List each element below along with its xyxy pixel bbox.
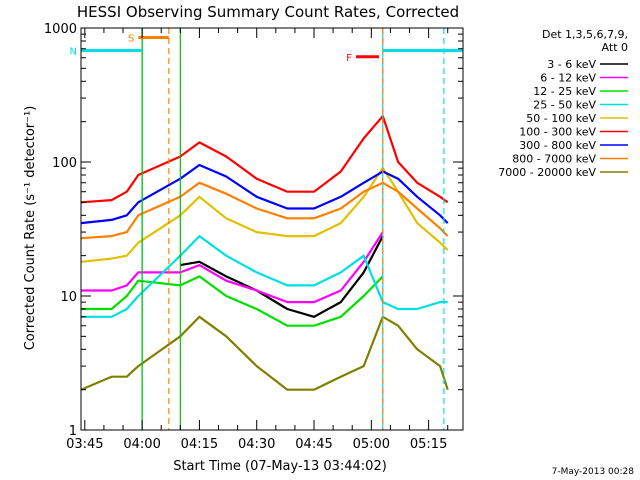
legend-label: 25 - 50 keV (533, 99, 596, 112)
y-axis-label: Corrected Count Rate (s⁻¹ detector⁻¹) (23, 106, 38, 351)
series-line (80, 163, 449, 225)
legend-label: 100 - 300 keV (519, 126, 596, 139)
footer-timestamp: 7-May-2013 00:28 (552, 467, 635, 477)
legend-label: 300 - 800 keV (519, 139, 596, 152)
y-tick-label: 1000 (44, 22, 77, 37)
x-axis-label: Start Time (07-May-13 03:44:02) (173, 459, 387, 474)
x-tick-label: 04:45 (295, 437, 332, 452)
chart-title: HESSI Observing Summary Count Rates, Cor… (77, 3, 459, 21)
series-line (80, 181, 449, 240)
legend-label: 7000 - 20000 keV (498, 166, 596, 179)
series-line (80, 315, 449, 391)
flag-label: N (70, 46, 77, 57)
x-tick-label: 05:15 (410, 437, 447, 452)
series-line (180, 235, 384, 318)
legend-label: 12 - 25 keV (533, 85, 596, 98)
y-tick-label: 100 (52, 156, 77, 171)
legend-label: 50 - 100 keV (526, 112, 596, 125)
series-line (80, 115, 449, 204)
x-tick-label: 03:45 (66, 437, 103, 452)
legend-label: 800 - 7000 keV (512, 153, 596, 166)
y-tick-label: 1 (69, 424, 77, 439)
series-line (81, 275, 384, 327)
series-layer (80, 115, 449, 391)
legend-header-line1: Det 1,3,5,6,7,9, (542, 28, 628, 41)
plot-frame (80, 27, 464, 431)
series-line (81, 231, 384, 304)
series-line (80, 167, 449, 263)
legend-label: 3 - 6 keV (547, 58, 596, 71)
flag-label: F (346, 53, 352, 64)
x-tick-label: 05:00 (353, 437, 390, 452)
series-line (81, 235, 448, 318)
x-tick-label: 04:00 (123, 437, 160, 452)
legend-label: 6 - 12 keV (540, 72, 596, 85)
x-tick-label: 04:15 (181, 437, 218, 452)
y-tick-label: 10 (60, 290, 77, 305)
flag-layer: S N F (70, 28, 463, 430)
flag-label: S (128, 33, 134, 44)
x-tick-label: 04:30 (238, 437, 275, 452)
axis-layer: 1 10 100 1000 03:45 04:00 04:15 04:30 04:45 05:00… (44, 22, 463, 452)
legend-header-line2: Att 0 (602, 41, 628, 54)
